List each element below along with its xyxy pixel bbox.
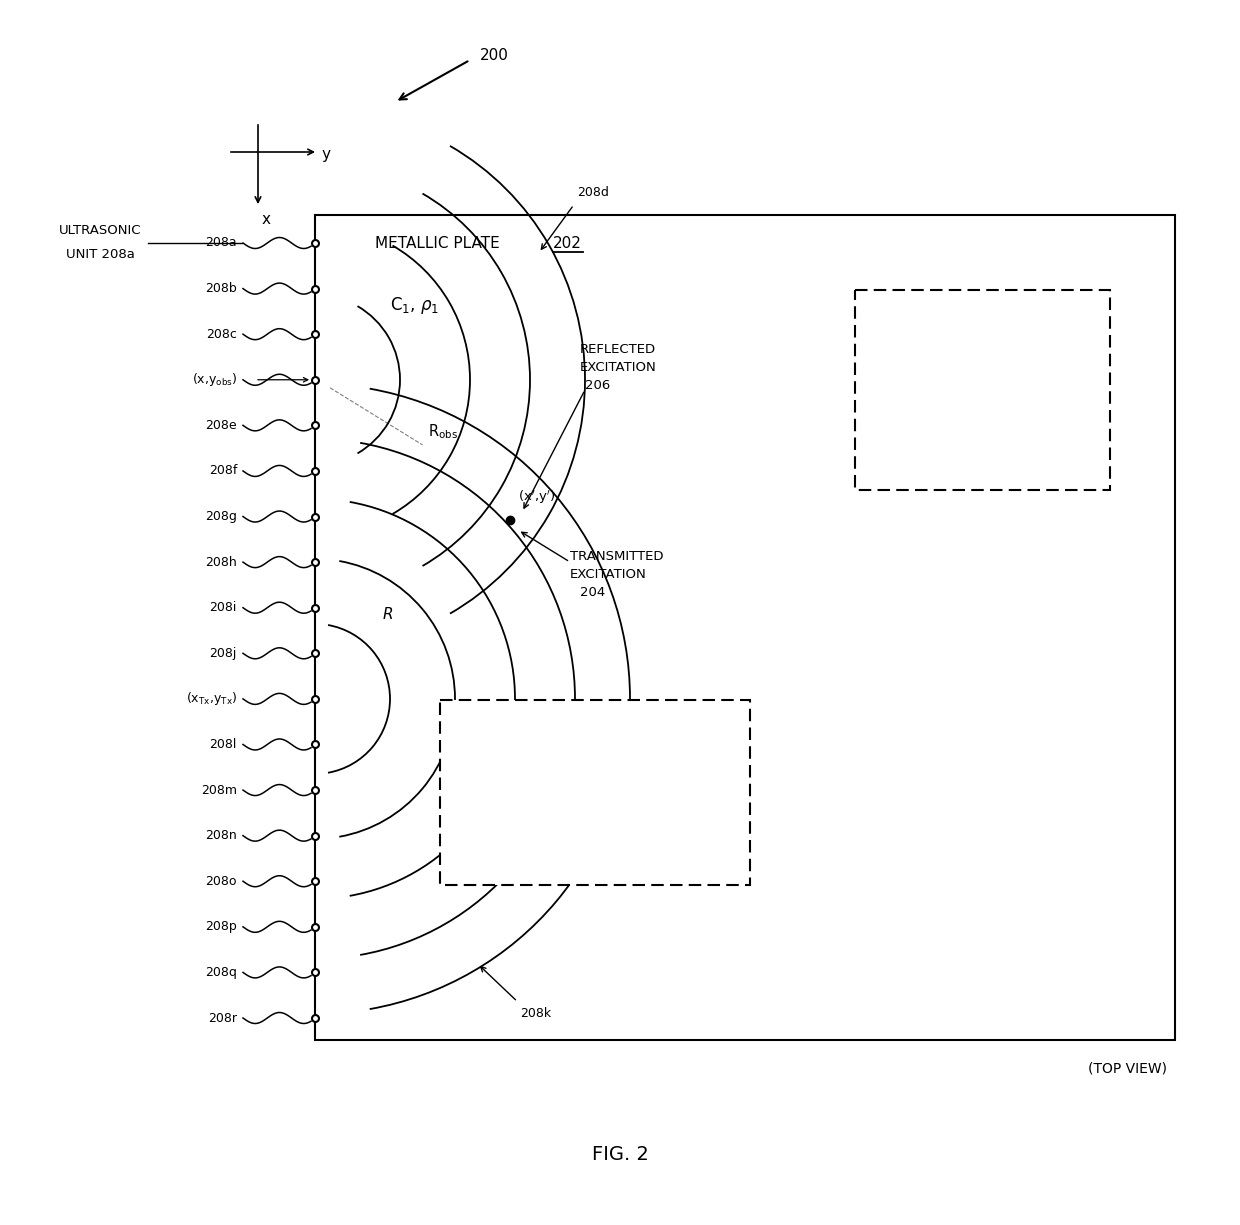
Text: 208h: 208h xyxy=(206,556,237,568)
Text: UNIT 208a: UNIT 208a xyxy=(66,249,134,261)
Text: 208b: 208b xyxy=(206,282,237,295)
Text: 208p: 208p xyxy=(206,920,237,933)
Text: 208g: 208g xyxy=(205,510,237,523)
Text: 200: 200 xyxy=(480,48,508,62)
Text: OBJECT 2: OBJECT 2 xyxy=(947,360,1018,376)
Text: 208d: 208d xyxy=(577,186,609,198)
Text: FOOTPRINT: FOOTPRINT xyxy=(552,786,639,802)
Text: 206: 206 xyxy=(585,380,610,392)
Text: 208n: 208n xyxy=(206,829,237,842)
Text: (TOP VIEW): (TOP VIEW) xyxy=(1087,1062,1167,1076)
Text: 208q: 208q xyxy=(205,965,237,979)
Text: (x$_\mathregular{Tx}$,y$_\mathregular{Tx}$): (x$_\mathregular{Tx}$,y$_\mathregular{Tx… xyxy=(186,691,237,707)
Text: R: R xyxy=(382,606,393,622)
Text: ULTRASONIC: ULTRASONIC xyxy=(58,224,141,238)
Bar xyxy=(315,216,1176,1040)
Text: R$_\mathregular{obs}$: R$_\mathregular{obs}$ xyxy=(428,423,458,441)
Text: C$_1$, $\rho$$_1$: C$_1$, $\rho$$_1$ xyxy=(391,295,439,316)
Text: y: y xyxy=(322,147,331,162)
Text: OBJECT 1: OBJECT 1 xyxy=(559,763,631,778)
Text: 220: 220 xyxy=(968,410,997,425)
Text: 208l: 208l xyxy=(210,737,237,751)
Text: FOOTPRINT: FOOTPRINT xyxy=(939,385,1027,399)
Text: 208i: 208i xyxy=(210,601,237,614)
Text: 204: 204 xyxy=(580,586,605,599)
Text: x: x xyxy=(262,212,272,227)
Text: 208m: 208m xyxy=(201,784,237,796)
Text: TRANSMITTED: TRANSMITTED xyxy=(570,550,663,564)
Text: 202: 202 xyxy=(553,235,582,250)
Text: 210: 210 xyxy=(580,813,609,828)
Text: (x$'$,y$'$): (x$'$,y$'$) xyxy=(518,489,556,506)
Bar xyxy=(856,290,1110,490)
Text: EXCITATION: EXCITATION xyxy=(570,568,647,581)
Bar xyxy=(440,699,750,884)
Text: EXCITATION: EXCITATION xyxy=(580,361,657,375)
Text: 208o: 208o xyxy=(206,875,237,888)
Text: 208j: 208j xyxy=(210,647,237,660)
Text: 208e: 208e xyxy=(206,419,237,432)
Text: 208k: 208k xyxy=(521,1007,552,1019)
Text: 208f: 208f xyxy=(208,464,237,478)
Text: FIG. 2: FIG. 2 xyxy=(591,1145,649,1165)
Text: METALLIC PLATE: METALLIC PLATE xyxy=(374,235,500,250)
Text: 208c: 208c xyxy=(206,327,237,341)
Text: 208a: 208a xyxy=(206,236,237,250)
Text: 208r: 208r xyxy=(208,1012,237,1024)
Text: REFLECTED: REFLECTED xyxy=(580,343,656,356)
Text: (x,y$_\mathregular{obs}$): (x,y$_\mathregular{obs}$) xyxy=(192,371,237,388)
